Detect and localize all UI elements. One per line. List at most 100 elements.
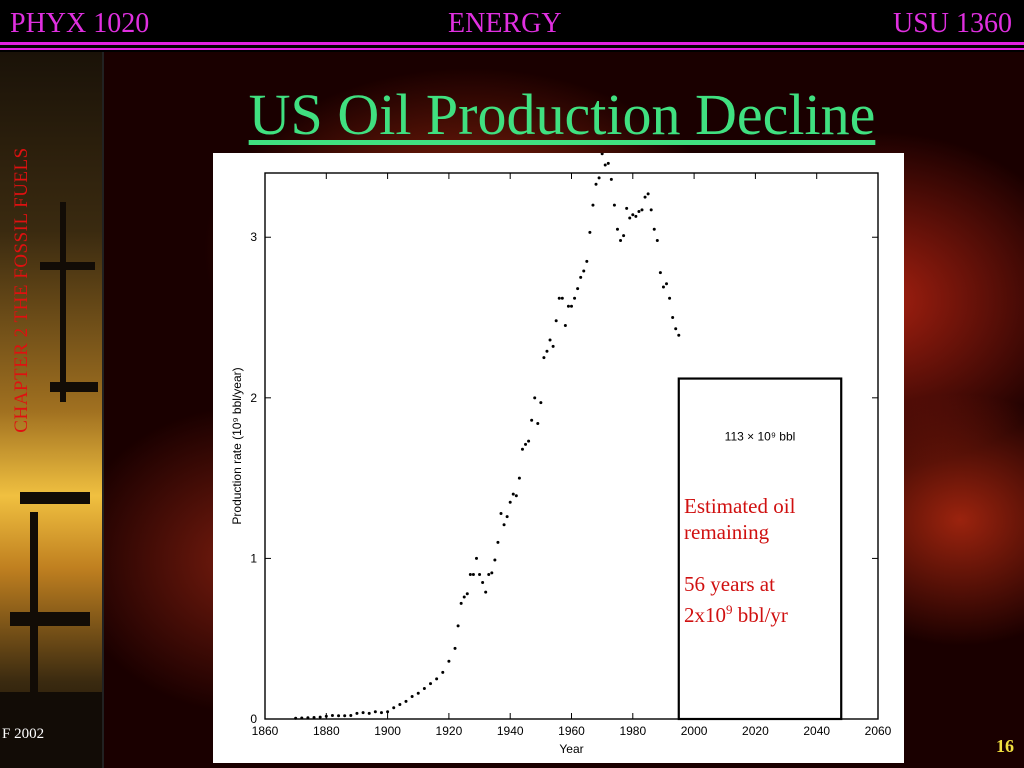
production-point xyxy=(349,713,353,717)
production-point xyxy=(471,572,475,576)
production-point xyxy=(665,282,669,286)
production-point xyxy=(490,571,494,575)
production-point xyxy=(560,296,564,300)
production-point xyxy=(652,227,656,231)
x-tick-label: 1980 xyxy=(619,724,646,738)
production-point xyxy=(499,511,503,515)
production-point xyxy=(542,356,546,360)
production-point xyxy=(600,152,604,156)
production-point xyxy=(508,500,512,504)
x-tick-label: 2060 xyxy=(865,724,892,738)
x-tick-label: 1920 xyxy=(436,724,463,738)
production-point xyxy=(379,711,383,715)
production-point xyxy=(634,214,638,218)
production-point xyxy=(597,176,601,180)
y-tick-label: 0 xyxy=(250,712,257,726)
production-point xyxy=(533,396,537,400)
production-point xyxy=(517,476,521,480)
production-point xyxy=(530,418,534,422)
production-point xyxy=(539,401,543,405)
slide-title: US Oil Production Decline xyxy=(248,82,876,147)
production-point xyxy=(536,422,540,426)
annotation-line1: Estimated oil xyxy=(684,494,796,518)
chapter-label-text: CHAPTER 2 THE FOSSIL FUELS xyxy=(11,147,32,433)
production-point xyxy=(554,319,558,323)
production-point xyxy=(677,333,681,337)
production-point xyxy=(637,210,641,214)
production-point xyxy=(588,230,592,234)
remaining-reserve-box xyxy=(677,377,843,721)
x-tick-label: 1860 xyxy=(252,724,279,738)
production-point xyxy=(545,349,549,353)
chapter-label: CHAPTER 2 THE FOSSIL FUELS xyxy=(6,90,38,490)
production-point xyxy=(576,287,580,291)
production-point xyxy=(643,195,647,199)
production-point xyxy=(505,515,509,519)
production-point xyxy=(655,238,659,242)
production-point xyxy=(355,711,359,715)
production-point xyxy=(649,208,653,212)
production-point xyxy=(324,714,328,718)
production-point xyxy=(606,161,610,165)
header-divider-top xyxy=(0,42,1024,45)
rig-beam xyxy=(50,382,98,392)
header-topic: ENERGY xyxy=(448,8,562,39)
production-point xyxy=(661,285,665,289)
production-point xyxy=(582,269,586,273)
production-point xyxy=(594,182,598,186)
annotation-rate-exponent: 9 xyxy=(726,602,733,617)
production-point xyxy=(441,670,445,674)
page-number: 16 xyxy=(996,736,1014,756)
production-point xyxy=(527,439,531,443)
production-point xyxy=(603,163,607,167)
sidebar-oil-rig-photo xyxy=(0,52,104,768)
x-tick-label: 1940 xyxy=(497,724,524,738)
reserve-box-label: 113 × 10⁹ bbl xyxy=(725,430,796,444)
production-point xyxy=(330,713,334,717)
production-point xyxy=(619,238,623,242)
y-tick-label: 2 xyxy=(250,391,257,405)
production-point xyxy=(392,706,396,710)
annotation-spacer xyxy=(684,545,844,571)
y-tick-label: 1 xyxy=(250,551,257,565)
x-axis-label: Year xyxy=(559,742,583,756)
production-point xyxy=(410,695,414,699)
header-bar: PHYX 1020 ENERGY USU 1360 xyxy=(0,0,1024,52)
production-point xyxy=(609,177,613,181)
annotation-line2: remaining xyxy=(684,520,770,544)
production-point xyxy=(306,716,310,720)
production-chart: 1860 1880 1900 1920 1940 1960 1980 2000 2020 2040… xyxy=(230,152,892,756)
production-point xyxy=(474,556,478,560)
production-point xyxy=(435,677,439,681)
annotation-rate-base: 2x10 xyxy=(684,603,726,627)
production-point xyxy=(631,213,635,217)
production-point xyxy=(481,581,485,584)
production-point xyxy=(429,682,433,686)
production-point xyxy=(468,572,472,576)
production-point xyxy=(502,523,506,527)
production-point xyxy=(487,572,491,576)
y-axis-label: Production rate (10⁹ bbl/year) xyxy=(230,367,244,524)
production-point xyxy=(398,703,402,707)
production-point xyxy=(511,492,515,496)
production-point xyxy=(668,296,672,300)
production-point xyxy=(579,275,583,279)
production-point xyxy=(318,715,322,719)
production-point xyxy=(462,595,466,599)
production-point xyxy=(465,592,469,596)
x-tick-label: 1960 xyxy=(558,724,585,738)
production-point xyxy=(612,203,616,207)
rig-beam xyxy=(10,612,90,626)
x-tick-label: 1900 xyxy=(374,724,401,738)
production-point xyxy=(337,714,341,718)
rig-beam xyxy=(40,262,95,270)
production-point xyxy=(514,494,518,498)
remaining-oil-annotation: Estimated oil remaining 56 years at 2x10… xyxy=(684,493,844,628)
x-tick-label: 2000 xyxy=(681,724,708,738)
header-course: PHYX 1020 xyxy=(10,8,150,39)
x-tick-label: 2020 xyxy=(742,724,769,738)
production-point xyxy=(404,699,408,703)
production-point xyxy=(422,686,426,690)
production-point xyxy=(367,711,371,715)
header-room: USU 1360 xyxy=(892,8,1012,39)
